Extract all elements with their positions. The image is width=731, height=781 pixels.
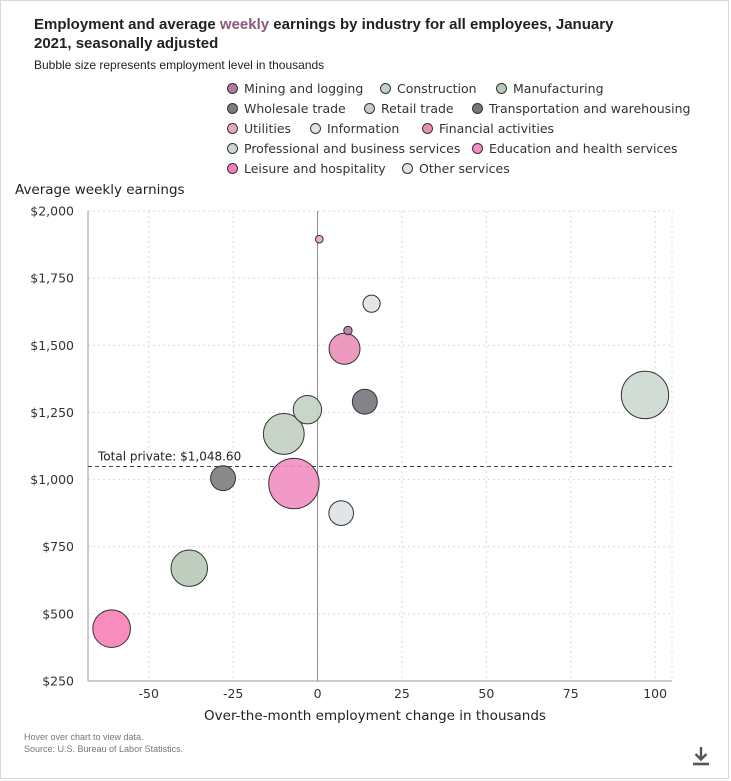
x-tick-label: -50 xyxy=(139,686,159,701)
legend-label: Utilities xyxy=(244,121,292,136)
legend-swatch xyxy=(227,163,238,174)
legend-item-professional-and-business-services[interactable]: Professional and business services xyxy=(227,141,460,156)
reference-line-label: Total private: $1,048.60 xyxy=(97,450,241,464)
bubble-other-services[interactable] xyxy=(328,500,355,526)
bubble-leisure-and-hospitality[interactable] xyxy=(92,609,131,648)
legend-label: Mining and logging xyxy=(244,81,364,96)
legend-item-leisure-and-hospitality[interactable]: Leisure and hospitality xyxy=(227,161,386,176)
bubble-financial-activities[interactable] xyxy=(328,332,361,365)
hover-note: Hover over chart to view data. xyxy=(24,732,144,742)
bubble-retail-trade[interactable] xyxy=(262,413,305,455)
bubble-transportation-and-warehousing[interactable] xyxy=(351,388,378,415)
legend-label: Manufacturing xyxy=(513,81,604,96)
legend-swatch xyxy=(422,123,433,134)
source-note: Source: U.S. Bureau of Labor Statistics. xyxy=(24,744,184,754)
legend-item-retail-trade[interactable]: Retail trade xyxy=(364,101,454,116)
legend-label: Wholesale trade xyxy=(244,101,346,116)
x-tick-label: 100 xyxy=(643,686,667,701)
legend-swatch xyxy=(227,83,238,94)
y-tick-label: $2,000 xyxy=(30,204,74,219)
x-tick-label: -25 xyxy=(223,686,243,701)
legend-swatch xyxy=(227,103,238,114)
x-tick-label: 50 xyxy=(478,686,494,701)
legend-item-utilities[interactable]: Utilities xyxy=(227,121,291,136)
bubble-mining-and-logging[interactable] xyxy=(343,325,353,336)
chart-subtitle: Bubble size represents employment level … xyxy=(34,58,325,72)
legend-item-other-services[interactable]: Other services xyxy=(402,161,510,176)
legend-swatch xyxy=(227,123,238,134)
legend-item-transportation-and-warehousing[interactable]: Transportation and warehousing xyxy=(472,101,691,116)
legend-label: Professional and business services xyxy=(244,141,461,156)
legend-label: Leisure and hospitality xyxy=(244,161,386,176)
legend-item-information[interactable]: Information xyxy=(310,121,399,136)
y-tick-label: $1,000 xyxy=(30,472,74,487)
legend-label: Information xyxy=(327,121,400,136)
y-axis-title: Average weekly earnings xyxy=(15,182,185,198)
legend-label: Other services xyxy=(419,161,510,176)
y-tick-label: $1,250 xyxy=(30,405,74,420)
x-tick-label: 0 xyxy=(314,686,322,701)
chart-title: Employment and average weekly earnings b… xyxy=(34,16,614,52)
y-tick-label: $500 xyxy=(42,606,74,621)
y-tick-label: $1,750 xyxy=(30,271,74,286)
legend-swatch xyxy=(472,103,483,114)
legend-label: Education and health services xyxy=(489,141,678,156)
chart-legend: Mining and logging Construction Manufactur… xyxy=(0,0,731,180)
legend-item-financial-activities[interactable]: Financial activities xyxy=(422,121,554,136)
bubble-wholesale-trade[interactable] xyxy=(210,465,236,492)
title-accent-word: weekly xyxy=(219,16,270,33)
legend-swatch xyxy=(402,163,413,174)
bubble-utilities[interactable] xyxy=(314,234,324,244)
x-tick-label: 25 xyxy=(394,686,410,701)
x-axis-title: Over-the-month employment change in thou… xyxy=(204,708,546,724)
legend-item-manufacturing[interactable]: Manufacturing xyxy=(496,81,604,96)
legend-swatch xyxy=(496,83,507,94)
legend-label: Construction xyxy=(397,81,477,96)
legend-swatch xyxy=(380,83,391,94)
bubble-professional-and-business-services[interactable] xyxy=(620,370,670,420)
bubble-manufacturing[interactable] xyxy=(170,549,208,587)
bubble-construction[interactable] xyxy=(292,395,323,425)
legend-item-education-and-health-services[interactable]: Education and health services xyxy=(472,141,678,156)
y-tick-label: $250 xyxy=(42,674,74,689)
legend-swatch xyxy=(310,123,321,134)
legend-label: Retail trade xyxy=(381,101,454,116)
legend-swatch xyxy=(472,143,483,154)
y-tick-label: $750 xyxy=(42,539,74,554)
legend-label: Transportation and warehousing xyxy=(489,101,691,116)
legend-item-wholesale-trade[interactable]: Wholesale trade xyxy=(227,101,346,116)
y-tick-label: $1,500 xyxy=(30,338,74,353)
legend-item-construction[interactable]: Construction xyxy=(380,81,477,96)
legend-label: Financial activities xyxy=(439,121,555,136)
bubble-education-and-health-services[interactable] xyxy=(268,457,320,510)
x-tick-label: 75 xyxy=(563,686,579,701)
legend-item-mining-and-logging[interactable]: Mining and logging xyxy=(227,81,363,96)
legend-swatch xyxy=(364,103,375,114)
bubble-information[interactable] xyxy=(362,294,381,313)
download-icon[interactable] xyxy=(689,744,713,768)
legend-swatch xyxy=(227,143,238,154)
